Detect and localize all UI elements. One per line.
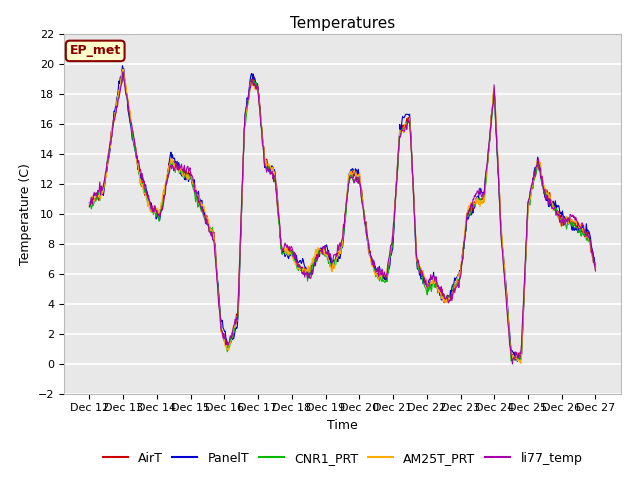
AM25T_PRT	[225, 340, 233, 346]
AirT	[513, 357, 521, 363]
AirT	[591, 264, 599, 269]
CNR1_PRT	[199, 207, 207, 213]
AirT	[404, 115, 412, 120]
PanelT	[516, 359, 524, 365]
AirT	[119, 68, 127, 73]
li77_temp	[404, 120, 412, 125]
PanelT	[404, 111, 412, 117]
Title: Temperatures: Temperatures	[290, 16, 395, 31]
li77_temp	[86, 204, 93, 210]
Line: AirT: AirT	[90, 71, 595, 360]
PanelT	[147, 200, 155, 206]
AirT	[225, 343, 233, 349]
li77_temp	[199, 208, 207, 214]
CNR1_PRT	[591, 264, 599, 270]
AirT	[199, 206, 207, 212]
AM25T_PRT	[95, 192, 102, 198]
AM25T_PRT	[199, 202, 207, 208]
Legend: AirT, PanelT, CNR1_PRT, AM25T_PRT, li77_temp: AirT, PanelT, CNR1_PRT, AM25T_PRT, li77_…	[97, 447, 588, 469]
AM25T_PRT	[419, 268, 427, 274]
AirT	[86, 202, 93, 208]
Y-axis label: Temperature (C): Temperature (C)	[19, 163, 32, 264]
AirT	[95, 197, 102, 203]
Line: li77_temp: li77_temp	[90, 72, 595, 364]
PanelT	[199, 207, 207, 213]
PanelT	[225, 339, 233, 345]
li77_temp	[419, 274, 427, 279]
AM25T_PRT	[591, 267, 599, 273]
AirT	[147, 205, 155, 211]
li77_temp	[147, 206, 155, 212]
AM25T_PRT	[147, 207, 155, 213]
AM25T_PRT	[119, 66, 127, 72]
li77_temp	[225, 339, 233, 345]
CNR1_PRT	[86, 204, 93, 210]
li77_temp	[591, 268, 599, 274]
PanelT	[118, 63, 126, 69]
PanelT	[86, 200, 93, 205]
CNR1_PRT	[507, 358, 515, 364]
CNR1_PRT	[95, 190, 102, 195]
CNR1_PRT	[147, 207, 155, 213]
li77_temp	[95, 188, 102, 194]
X-axis label: Time: Time	[327, 419, 358, 432]
Text: EP_met: EP_met	[70, 44, 121, 58]
PanelT	[95, 194, 102, 200]
AirT	[419, 271, 427, 276]
li77_temp	[509, 361, 516, 367]
CNR1_PRT	[225, 345, 233, 351]
AM25T_PRT	[86, 202, 93, 208]
Line: AM25T_PRT: AM25T_PRT	[90, 69, 595, 363]
PanelT	[419, 281, 427, 287]
CNR1_PRT	[120, 72, 127, 78]
PanelT	[591, 264, 599, 270]
Line: CNR1_PRT: CNR1_PRT	[90, 75, 595, 361]
li77_temp	[119, 69, 127, 75]
CNR1_PRT	[419, 281, 427, 287]
AM25T_PRT	[404, 120, 412, 125]
AM25T_PRT	[517, 360, 525, 366]
CNR1_PRT	[404, 118, 412, 124]
Line: PanelT: PanelT	[90, 66, 595, 362]
